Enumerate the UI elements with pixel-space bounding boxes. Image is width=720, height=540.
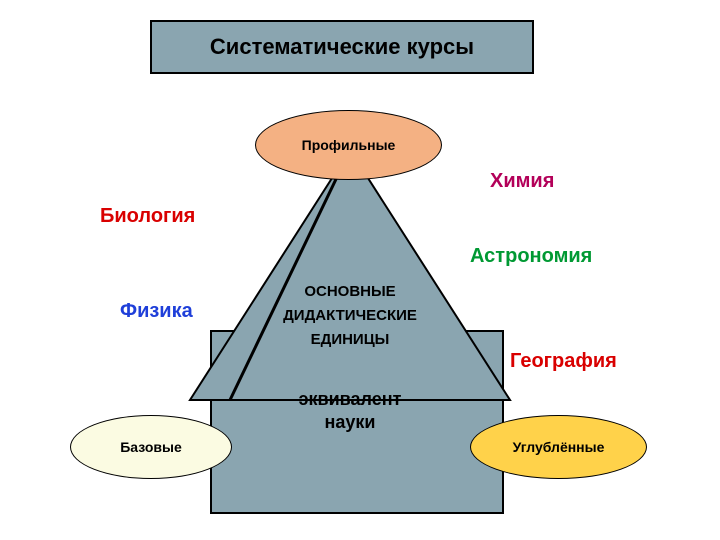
triangle-text-line-1: ОСНОВНЫЕ	[265, 280, 435, 304]
triangle-text-line-2: ДИДАКТИЧЕСКИЕ	[265, 304, 435, 328]
ellipse-top-label: Профильные	[302, 137, 396, 153]
triangle-shape	[190, 150, 510, 400]
subject-biology: Биология	[100, 205, 195, 228]
bottom-text-line-1: эквивалент	[265, 388, 435, 411]
diagram-stage: Систематические курсы ОСНОВНЫЕ ДИДАКТИЧЕ…	[0, 0, 720, 540]
ellipse-top: Профильные	[255, 110, 442, 180]
subject-biology-text: Биология	[100, 205, 195, 227]
subject-geography-text: География	[510, 350, 617, 372]
subject-geography: География	[510, 350, 617, 373]
subject-physics-text: Физика	[120, 300, 193, 322]
bottom-text-line-2: науки	[265, 411, 435, 434]
ellipse-right: Углублённые	[470, 415, 647, 479]
subject-astronomy: Астрономия	[470, 245, 592, 268]
triangle-text-line-3: ЕДИНИЦЫ	[265, 328, 435, 352]
ellipse-right-label: Углублённые	[513, 439, 605, 455]
subject-physics: Физика	[120, 300, 193, 323]
bottom-text: эквивалент науки	[265, 388, 435, 435]
triangle-text: ОСНОВНЫЕ ДИДАКТИЧЕСКИЕ ЕДИНИЦЫ	[265, 280, 435, 352]
subject-astronomy-text: Астрономия	[470, 245, 592, 267]
ellipse-left: Базовые	[70, 415, 232, 479]
subject-chemistry-text: Химия	[490, 170, 554, 192]
subject-chemistry: Химия	[490, 170, 554, 193]
ellipse-left-label: Базовые	[120, 439, 182, 455]
